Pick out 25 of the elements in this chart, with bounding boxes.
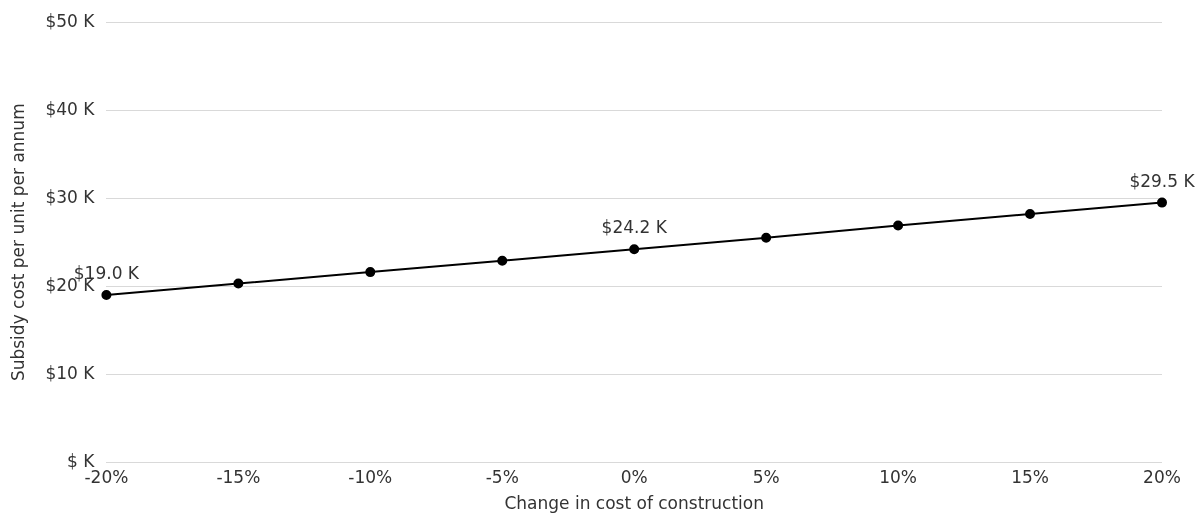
x-tick-label: 20% [1143, 466, 1181, 487]
point [101, 290, 112, 300]
point [1157, 197, 1167, 208]
point [761, 232, 772, 243]
point [1025, 209, 1036, 220]
x-tick-label: -5% [485, 466, 519, 487]
point [233, 278, 244, 289]
data-label: $24.2 K [601, 217, 668, 238]
data-label: $29.5 K [1129, 170, 1196, 191]
point [893, 220, 904, 231]
y-tick-label: $10 K [45, 362, 96, 383]
x-tick-label: 15% [1011, 466, 1049, 487]
point [497, 255, 508, 266]
x-tick-label: -15% [216, 466, 261, 487]
point [629, 244, 640, 255]
x-tick-label: 0% [620, 466, 648, 487]
y-tick-label: $30 K [45, 186, 96, 207]
point [365, 267, 376, 278]
x-tick-label: -10% [348, 466, 393, 487]
x-axis-title: Change in cost of construction [504, 493, 764, 514]
y-tick-label: $40 K [45, 98, 96, 119]
x-tick-label: 10% [879, 466, 917, 487]
y-axis-title: Subsidy cost per unit per annum [7, 103, 28, 382]
y-tick-label: $50 K [45, 10, 96, 31]
x-tick-label: 5% [752, 466, 780, 487]
